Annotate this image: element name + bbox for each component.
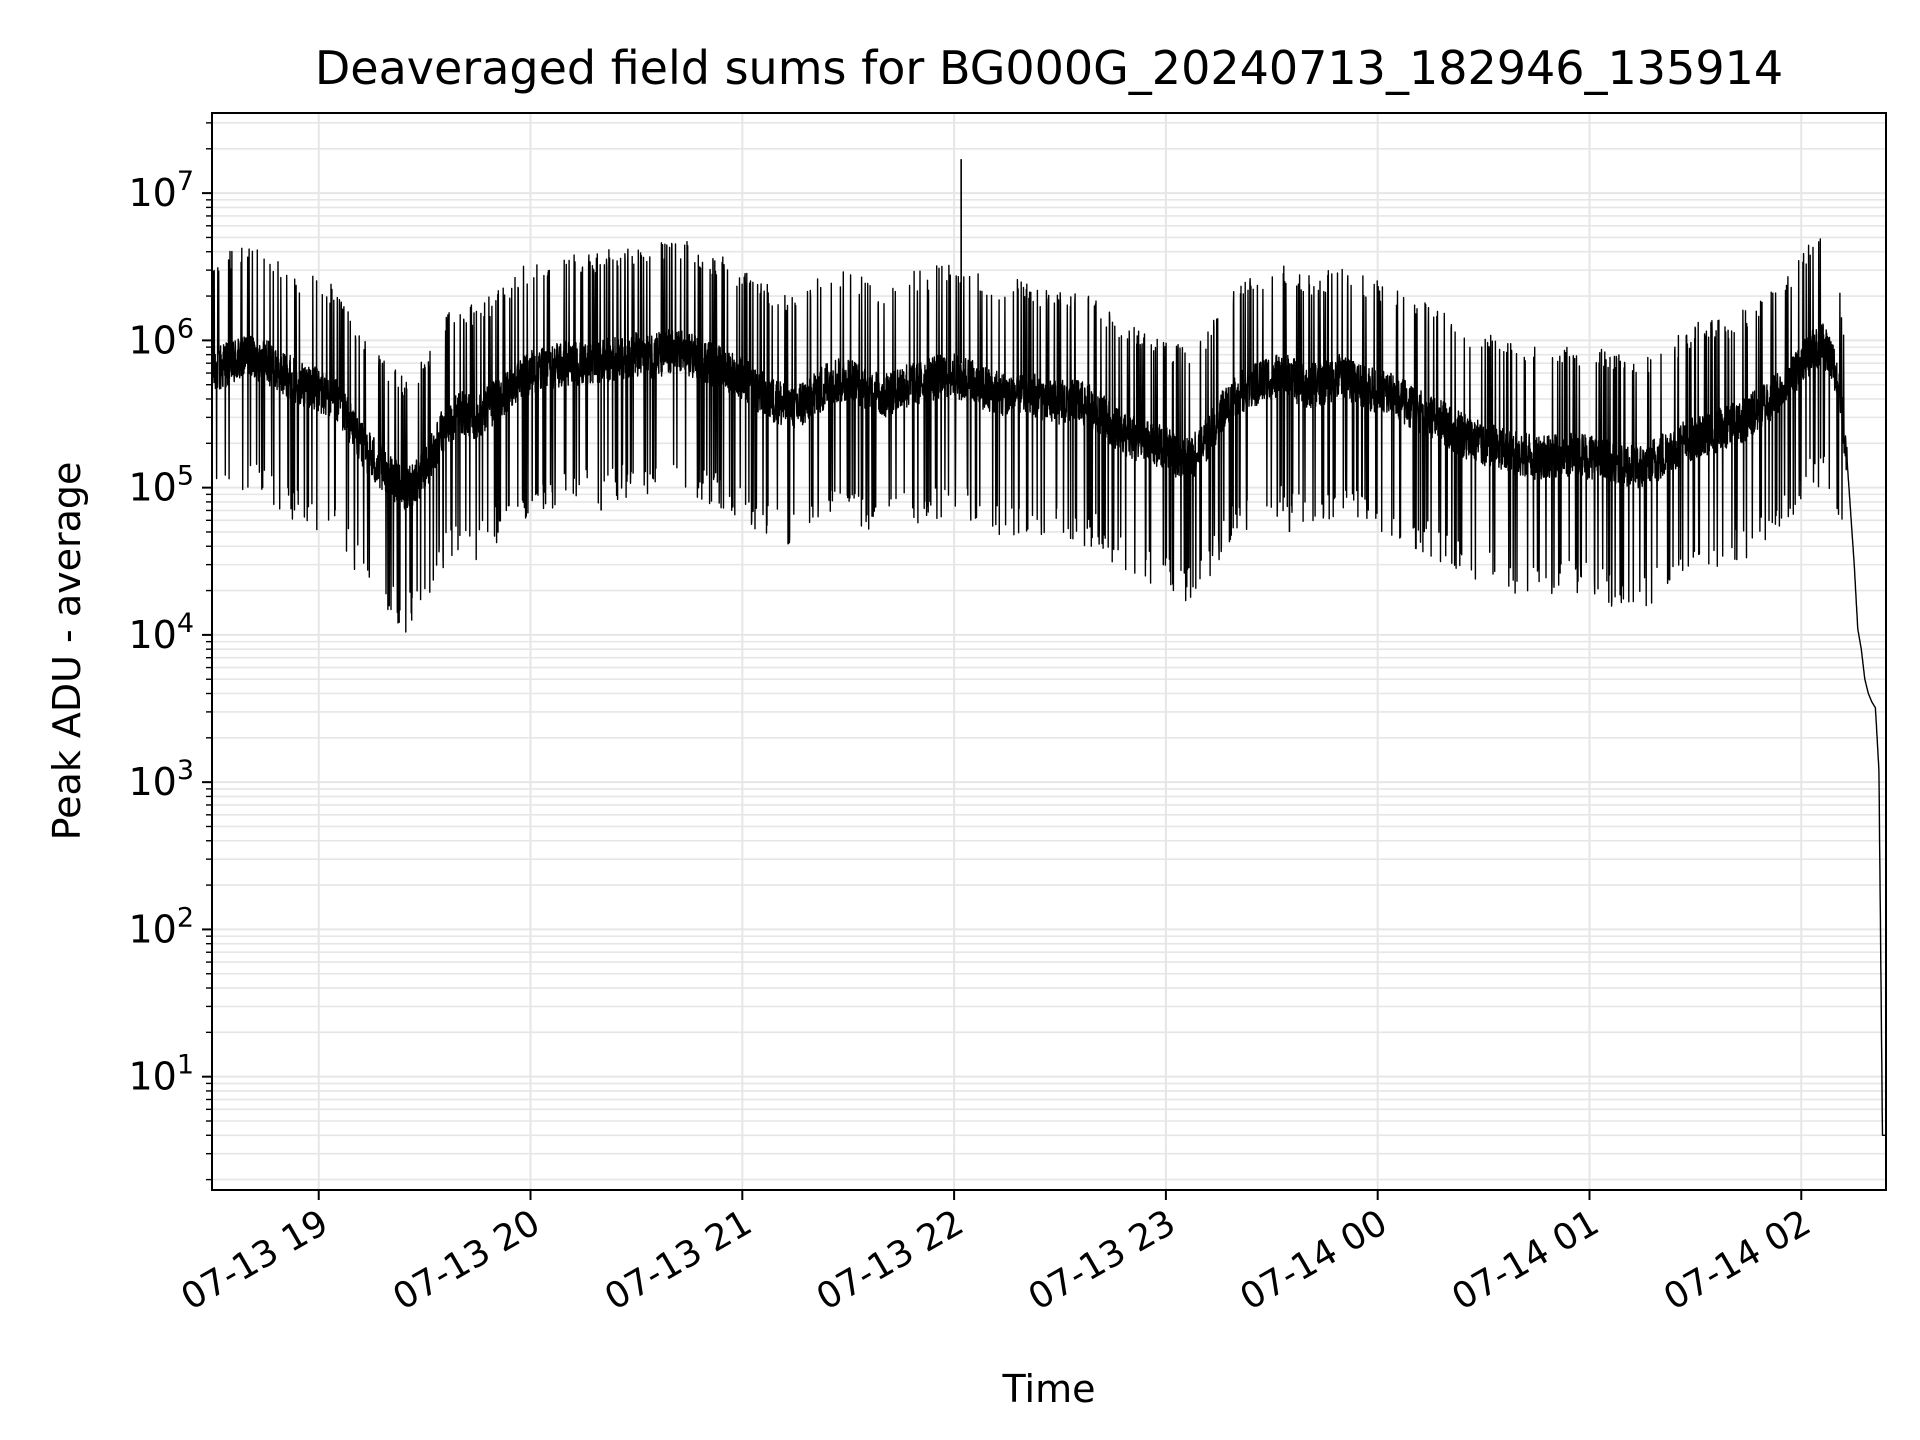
x-axis-label: Time <box>1002 1367 1096 1411</box>
series-line <box>212 238 1887 1136</box>
y-tick-label: 106 <box>128 313 194 362</box>
series-layer <box>212 159 1887 1136</box>
chart-title: Deaveraged field sums for BG000G_2024071… <box>315 41 1783 95</box>
grid <box>212 113 1886 1190</box>
y-tick-label: 107 <box>128 166 194 215</box>
y-tick-label: 104 <box>128 608 194 657</box>
y-tick-label: 103 <box>128 755 194 804</box>
y-axis-label: Peak ADU - average <box>45 462 89 841</box>
plot-background <box>212 113 1886 1190</box>
y-tick-label: 101 <box>128 1050 194 1099</box>
y-tick-label: 102 <box>128 902 194 951</box>
y-tick-label: 105 <box>128 461 194 510</box>
axes-frame <box>211 112 1887 1191</box>
